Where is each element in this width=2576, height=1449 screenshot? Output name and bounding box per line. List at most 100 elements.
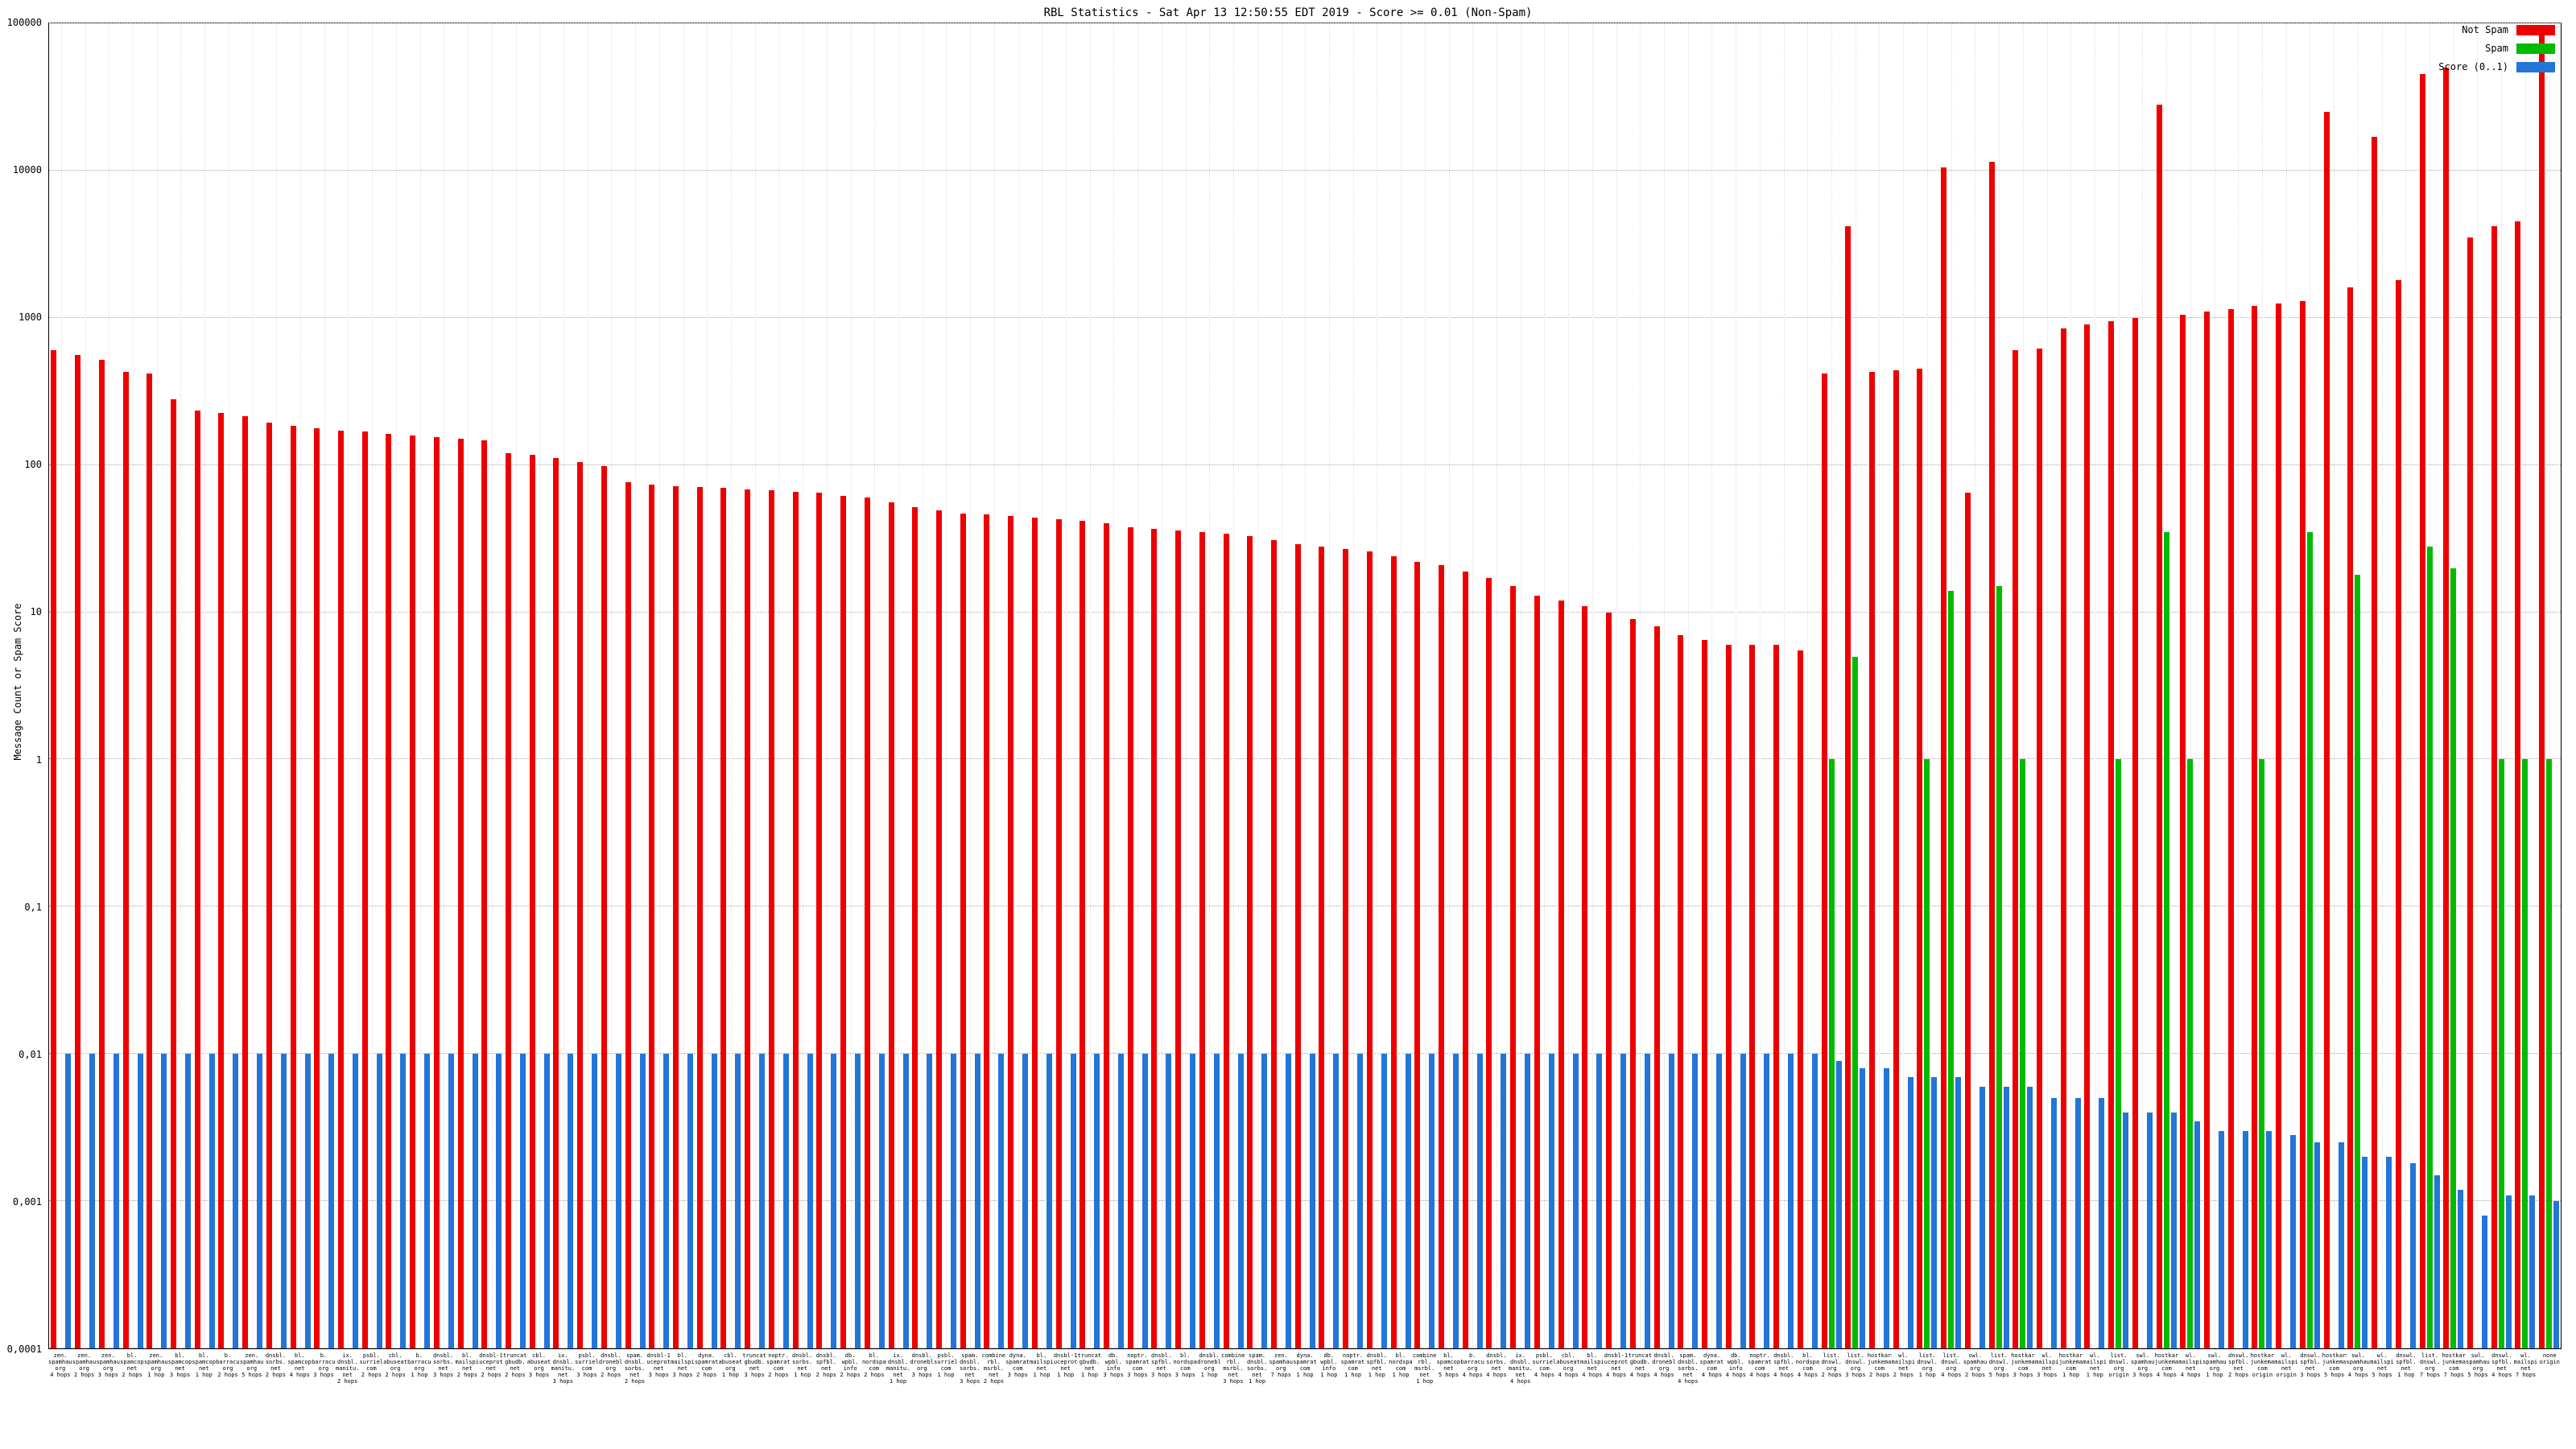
bar-cluster bbox=[815, 23, 839, 1348]
bar-cluster bbox=[839, 23, 863, 1348]
bar-cluster bbox=[1748, 23, 1772, 1348]
bar-not-spam bbox=[2013, 350, 2019, 1348]
bar-not-spam bbox=[1629, 618, 1636, 1348]
x-label: list. dnswl. org 2 hops bbox=[1821, 1352, 1842, 1378]
bar-cluster bbox=[241, 23, 265, 1348]
bar-score-0-1 bbox=[1740, 1054, 1746, 1348]
bar-not-spam bbox=[2204, 312, 2211, 1348]
y-tick-label: 1000 bbox=[19, 312, 42, 324]
bar-spam bbox=[2116, 759, 2122, 1348]
bar-cluster bbox=[647, 23, 671, 1348]
x-label: dnswl. spfbl. net 3 hops bbox=[2300, 1352, 2321, 1378]
bar-not-spam bbox=[2037, 348, 2043, 1348]
vertical-gridline bbox=[2046, 23, 2048, 1348]
bar-not-spam bbox=[1199, 532, 1205, 1348]
bar-not-spam bbox=[720, 488, 727, 1348]
vertical-gridline bbox=[180, 23, 182, 1348]
bar-cluster bbox=[145, 23, 169, 1348]
bar-not-spam bbox=[1366, 551, 1373, 1348]
bar-score-0-1 bbox=[328, 1054, 335, 1348]
gridline bbox=[49, 758, 2561, 760]
vertical-gridline bbox=[730, 23, 732, 1348]
gridline bbox=[49, 1200, 2561, 1202]
bar-spam bbox=[2020, 759, 2026, 1348]
bar-cluster bbox=[2131, 23, 2155, 1348]
x-label: dnsbl. spfbl. net 1 hop bbox=[1366, 1352, 1387, 1378]
x-label: dnsbl. spfbl. net 4 hops bbox=[1773, 1352, 1794, 1378]
bars-container bbox=[49, 23, 2561, 1348]
vertical-gridline bbox=[2501, 23, 2503, 1348]
bar-not-spam bbox=[170, 398, 176, 1348]
bar-not-spam bbox=[2156, 105, 2162, 1348]
legend-swatch-spam bbox=[2516, 43, 2555, 54]
x-label: dnsbl. sorbs. net 4 hops bbox=[1486, 1352, 1507, 1378]
bar-score-0-1 bbox=[974, 1054, 980, 1348]
bar-score-0-1 bbox=[400, 1054, 407, 1348]
bar-cluster bbox=[1676, 23, 1700, 1348]
bar-spam bbox=[2306, 532, 2313, 1348]
vertical-gridline bbox=[826, 23, 828, 1348]
bar-cluster bbox=[982, 23, 1006, 1348]
bar-cluster bbox=[1221, 23, 1245, 1348]
legend-swatch-not-spam bbox=[2516, 24, 2555, 35]
legend: Not Spam Spam Score (0..1) bbox=[2438, 24, 2555, 80]
x-label: list. dnswl. org 1 hop bbox=[1917, 1352, 1938, 1378]
vertical-gridline bbox=[1185, 23, 1187, 1348]
x-label: dnswl. spfbl. net 2 hops bbox=[2228, 1352, 2249, 1378]
bar-not-spam bbox=[2347, 287, 2354, 1348]
bar-score-0-1 bbox=[1094, 1054, 1100, 1348]
bar-not-spam bbox=[266, 422, 272, 1348]
bar-score-0-1 bbox=[2529, 1195, 2536, 1348]
bar-cluster bbox=[2417, 23, 2442, 1348]
bar-score-0-1 bbox=[927, 1054, 933, 1348]
bar-cluster bbox=[1389, 23, 1413, 1348]
bar-cluster bbox=[935, 23, 959, 1348]
bar-score-0-1 bbox=[2362, 1157, 2368, 1348]
vertical-gridline bbox=[946, 23, 947, 1348]
vertical-gridline bbox=[2549, 23, 2550, 1348]
bar-cluster bbox=[1819, 23, 1843, 1348]
bar-score-0-1 bbox=[233, 1054, 239, 1348]
bar-not-spam bbox=[433, 436, 440, 1348]
bar-score-0-1 bbox=[520, 1054, 526, 1348]
bar-not-spam bbox=[1558, 601, 1564, 1348]
bar-cluster bbox=[767, 23, 791, 1348]
bar-cluster bbox=[862, 23, 886, 1348]
gridline bbox=[49, 169, 2561, 171]
bar-cluster bbox=[169, 23, 193, 1348]
bar-cluster bbox=[1772, 23, 1796, 1348]
bar-not-spam bbox=[2252, 306, 2258, 1348]
vertical-gridline bbox=[2405, 23, 2407, 1348]
bar-score-0-1 bbox=[2458, 1189, 2464, 1348]
x-label: ix. dnsbl. manitu. net 2 hops bbox=[335, 1352, 360, 1385]
vertical-gridline bbox=[611, 23, 613, 1348]
x-label: dnsbl. spfbl. net 3 hops bbox=[1151, 1352, 1172, 1378]
bar-not-spam bbox=[2084, 324, 2091, 1348]
vertical-gridline bbox=[1926, 23, 1928, 1348]
bar-score-0-1 bbox=[1405, 1054, 1411, 1348]
vertical-gridline bbox=[658, 23, 660, 1348]
y-tick-label: 100 bbox=[24, 459, 42, 471]
bar-score-0-1 bbox=[2146, 1113, 2153, 1348]
bar-cluster bbox=[504, 23, 528, 1348]
bar-not-spam bbox=[840, 495, 847, 1348]
bar-not-spam bbox=[2227, 308, 2234, 1348]
x-label: spam. dnsbl. sorbs. net 1 hop bbox=[1246, 1352, 1268, 1385]
bar-cluster bbox=[1652, 23, 1676, 1348]
bar-score-0-1 bbox=[1117, 1054, 1124, 1348]
bar-not-spam bbox=[1868, 371, 1875, 1348]
bar-cluster bbox=[336, 23, 361, 1348]
bar-score-0-1 bbox=[1046, 1054, 1052, 1348]
bar-score-0-1 bbox=[1213, 1054, 1220, 1348]
